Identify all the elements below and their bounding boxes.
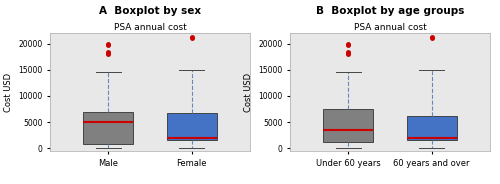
Text: B  Boxplot by age groups: B Boxplot by age groups [316, 6, 464, 15]
Title: PSA annual cost: PSA annual cost [114, 23, 186, 32]
Text: A  Boxplot by sex: A Boxplot by sex [99, 6, 201, 15]
PathPatch shape [406, 116, 457, 140]
PathPatch shape [324, 109, 374, 142]
Y-axis label: Cost USD: Cost USD [4, 72, 13, 112]
PathPatch shape [84, 112, 134, 144]
Y-axis label: Cost USD: Cost USD [244, 72, 252, 112]
Title: PSA annual cost: PSA annual cost [354, 23, 426, 32]
PathPatch shape [166, 113, 216, 140]
